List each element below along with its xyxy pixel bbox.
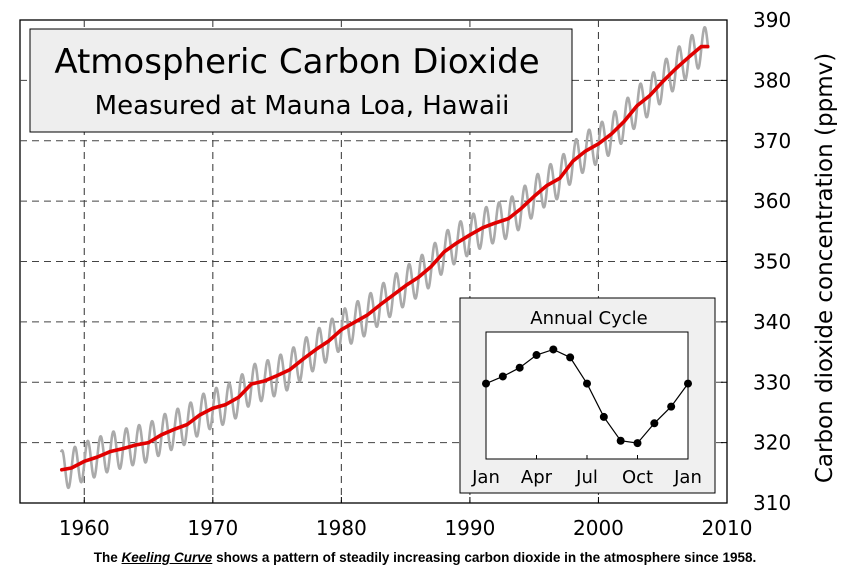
x-tick-label: 1980	[316, 516, 367, 540]
inset-tick-label: Oct	[622, 467, 653, 488]
y-tick-label: 370	[753, 129, 791, 153]
x-tick-label: 1990	[444, 516, 495, 540]
inset-point	[650, 419, 659, 428]
x-tick-label: 1970	[187, 516, 238, 540]
inset-point	[616, 436, 625, 445]
inset-tick-label: Jul	[575, 467, 598, 488]
caption: The Keeling Curve shows a pattern of ste…	[0, 550, 850, 565]
y-tick-label: 390	[753, 8, 791, 32]
x-tick-label: 2000	[573, 516, 624, 540]
y-tick-label: 360	[753, 189, 791, 213]
caption-prefix: The	[93, 550, 122, 565]
caption-suffix: shows a pattern of steadily increasing c…	[212, 550, 757, 565]
trend-series-layer	[59, 44, 710, 472]
inset-point	[566, 353, 575, 362]
y-axis-label: Carbon dioxide concentration (ppmv)	[812, 53, 838, 483]
inset-point	[549, 345, 558, 354]
inset-point	[515, 363, 524, 372]
inset-title: Annual Cycle	[530, 308, 647, 329]
trend-co2-line	[59, 44, 710, 472]
inset-tick-label: Jan	[471, 467, 500, 488]
y-tick-label: 310	[753, 491, 791, 515]
inset-point	[583, 379, 591, 388]
inset-point	[667, 402, 676, 411]
inset-point	[599, 412, 608, 421]
keeling-curve-link[interactable]: Keeling Curve	[121, 550, 213, 565]
chart-title: Atmospheric Carbon Dioxide	[54, 42, 539, 82]
inset-tick-label: Apr	[521, 467, 553, 488]
title-box: Atmospheric Carbon Dioxide Measured at M…	[29, 28, 573, 133]
x-axis-ticks: 1960 1970 1980 1990 2000 2010	[59, 497, 753, 540]
x-tick-label: 2010	[702, 516, 753, 540]
y-tick-label: 350	[753, 250, 791, 274]
chart-subtitle: Measured at Mauna Loa, Hawaii	[95, 91, 510, 121]
inset-point	[532, 351, 541, 360]
x-tick-label: 1960	[59, 516, 110, 540]
inset-point	[684, 379, 692, 388]
y-axis-ticks: 310 320 330 340 350 360 370 380 390	[721, 8, 791, 515]
monthly-co2-line	[59, 25, 710, 490]
y-tick-label: 330	[753, 370, 791, 394]
y-tick-label: 320	[753, 431, 791, 455]
inset-point	[482, 379, 490, 388]
inset-tick-label: Jan	[673, 467, 702, 488]
inset-annual-cycle: Annual Cycle Jan Apr Jul Oct Jan	[459, 297, 716, 494]
y-tick-label: 340	[753, 310, 791, 334]
inset-point	[498, 372, 507, 381]
keeling-chart: 1960 1970 1980 1990 2000 2010 310 320 330 340 350…	[19, 8, 838, 540]
y-tick-label: 380	[753, 68, 791, 92]
inset-point	[633, 439, 642, 448]
inset-plot-area	[485, 331, 689, 460]
monthly-series-layer	[59, 25, 710, 490]
